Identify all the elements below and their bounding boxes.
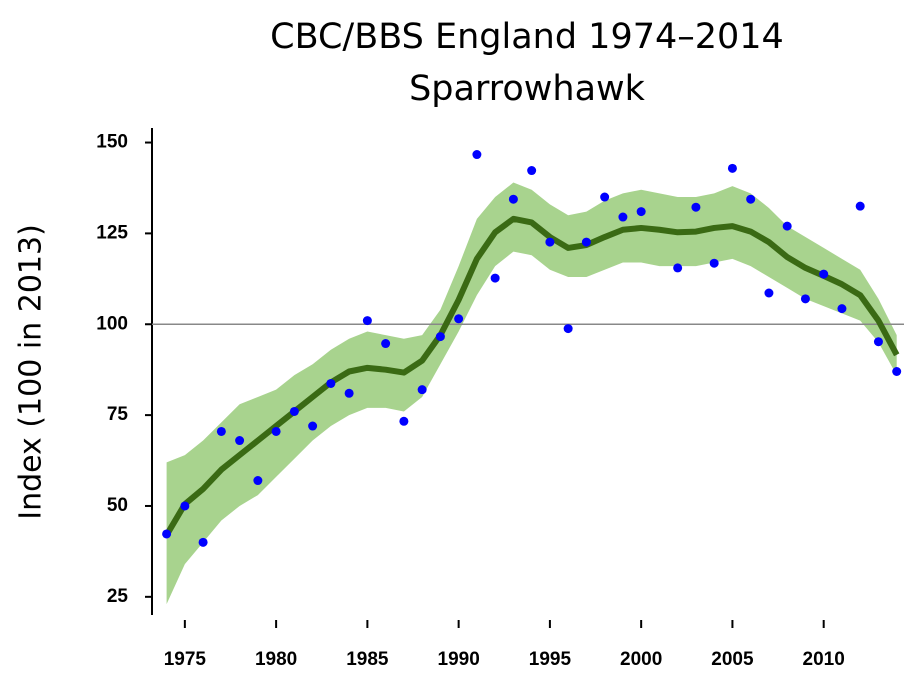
y-tick-label: 150 — [96, 132, 128, 153]
x-tick-label: 1995 — [529, 649, 572, 670]
data-point — [308, 421, 318, 431]
data-point — [362, 316, 372, 326]
y-tick-label: 25 — [107, 586, 129, 607]
data-point — [709, 258, 719, 268]
data-point — [782, 221, 792, 231]
data-point — [527, 166, 537, 176]
data-point — [490, 273, 500, 283]
data-point — [892, 367, 902, 376]
y-tick-label: 50 — [107, 495, 128, 516]
data-point — [216, 426, 226, 436]
data-point — [472, 150, 482, 160]
data-point — [326, 378, 336, 388]
x-tick-label: 1985 — [346, 649, 389, 670]
data-point — [800, 294, 810, 304]
data-point — [873, 337, 883, 347]
data-point — [271, 426, 281, 436]
data-point — [417, 385, 427, 395]
data-point — [855, 201, 865, 211]
data-point — [162, 529, 172, 539]
chart-subtitle: Sparrowhawk — [409, 69, 646, 109]
x-tick-label: 2005 — [711, 649, 754, 670]
data-point — [545, 237, 555, 247]
x-tick-label: 1980 — [255, 649, 297, 670]
data-point — [727, 163, 737, 173]
data-point — [381, 339, 391, 349]
data-point — [235, 436, 245, 446]
data-point — [636, 207, 646, 217]
data-point — [581, 237, 591, 247]
data-point — [399, 416, 409, 426]
trend-line — [164, 215, 900, 537]
data-point — [253, 476, 263, 486]
data-point — [289, 406, 299, 416]
x-tick-label: 2000 — [620, 649, 662, 670]
x-tick-label: 2010 — [803, 649, 845, 670]
data-point — [618, 212, 628, 222]
x-tick-label: 1975 — [164, 649, 207, 670]
x-tick-label: 1990 — [438, 649, 480, 670]
y-tick-label: 125 — [96, 222, 128, 243]
y-axis-label: Index (100 in 2013) — [14, 224, 49, 520]
data-point — [837, 304, 847, 314]
data-point — [198, 537, 208, 547]
data-point — [746, 194, 756, 204]
y-tick-label: 100 — [96, 313, 128, 334]
data-point — [819, 269, 829, 279]
confidence-band — [166, 182, 897, 605]
chart-title: CBC/BBS England 1974–2014 — [270, 17, 784, 57]
data-point — [673, 263, 683, 273]
data-point — [180, 501, 190, 511]
y-tick-label: 75 — [107, 404, 129, 425]
data-point — [600, 192, 610, 202]
data-point — [344, 388, 354, 398]
data-point — [454, 314, 464, 324]
data-point — [508, 194, 518, 204]
data-point — [691, 202, 701, 212]
data-point — [435, 332, 445, 342]
data-point — [563, 324, 573, 334]
data-point — [764, 288, 774, 298]
